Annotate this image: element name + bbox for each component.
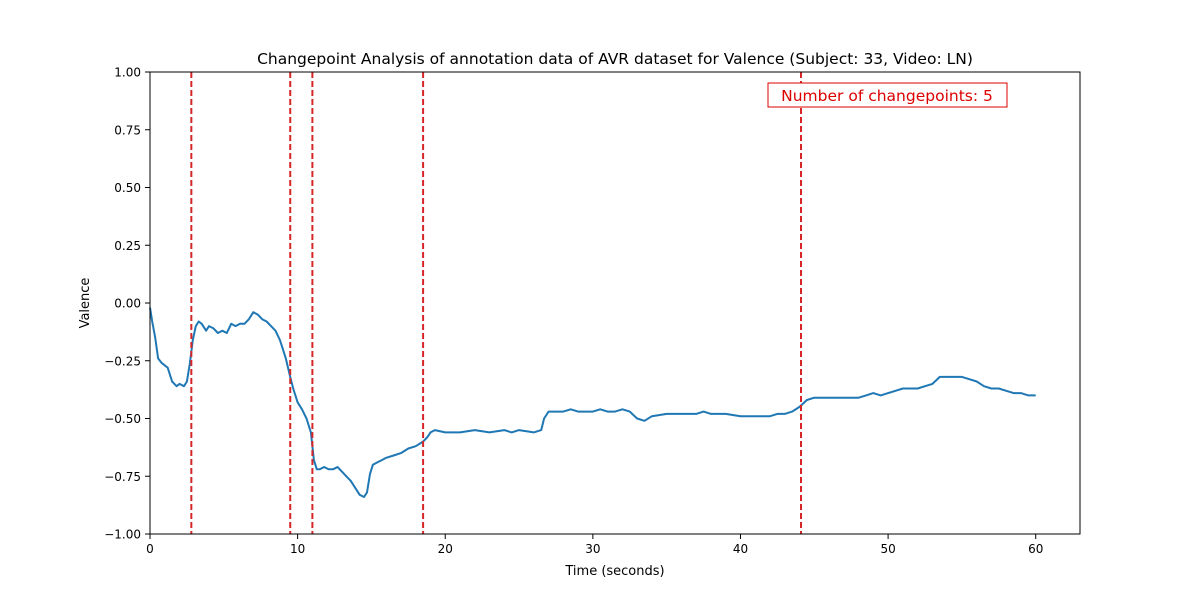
- x-tick-label: 50: [880, 542, 895, 556]
- y-tick-label: 0.50: [114, 181, 141, 195]
- y-tick-label: 0.00: [114, 297, 141, 311]
- y-tick-label: −0.50: [104, 412, 141, 426]
- x-tick-label: 10: [290, 542, 305, 556]
- x-tick-label: 60: [1028, 542, 1043, 556]
- y-tick-label: 0.25: [114, 239, 141, 253]
- x-tick-label: 30: [585, 542, 600, 556]
- x-axis-label: Time (seconds): [564, 564, 664, 579]
- chart-title: Changepoint Analysis of annotation data …: [257, 50, 973, 68]
- changepoint-count-annotation: Number of changepoints: 5: [767, 82, 1008, 108]
- y-tick-label: −0.75: [104, 470, 141, 484]
- y-tick-label: 1.00: [114, 66, 141, 80]
- annotation-text: Number of changepoints: 5: [781, 87, 993, 105]
- x-tick-label: 20: [438, 542, 453, 556]
- x-axis: 0 10 20 30 40 50 60: [146, 534, 1043, 556]
- x-tick-label: 40: [733, 542, 748, 556]
- annotation-box: [767, 82, 1008, 108]
- y-tick-label: −1.00: [104, 528, 141, 542]
- x-tick-label: 0: [146, 542, 154, 556]
- y-axis-label: Valence: [78, 278, 93, 329]
- y-tick-label: 0.75: [114, 123, 141, 137]
- valence-series-line: [149, 307, 1036, 498]
- y-tick-label: −0.25: [104, 354, 141, 368]
- y-axis: 1.00 0.75 0.50 0.25 0.00 −0.25 −0.50 −0.75 −1.00: [104, 66, 150, 542]
